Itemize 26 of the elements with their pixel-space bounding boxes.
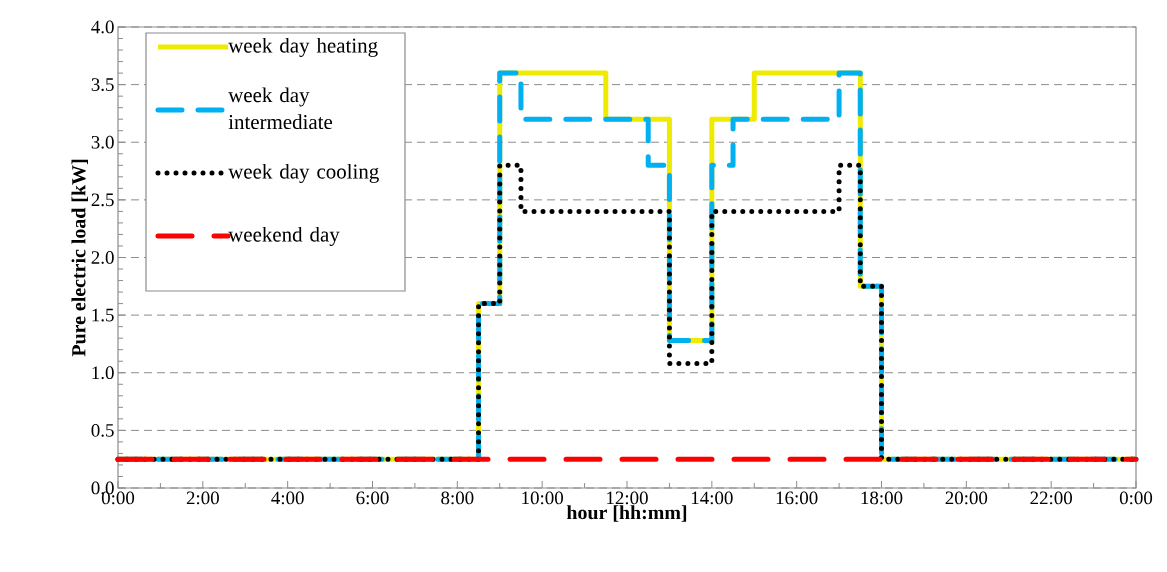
y-tick-label: 4.0 bbox=[91, 20, 114, 34]
x-tick-label: 22:00 bbox=[1030, 491, 1072, 505]
legend-label: weekend day bbox=[228, 226, 340, 246]
y-tick-label: 0.5 bbox=[91, 423, 114, 437]
x-tick-label: 16:00 bbox=[776, 491, 818, 505]
x-tick-label: 10:00 bbox=[522, 491, 563, 505]
legend-label: week day intermediate bbox=[228, 87, 333, 130]
y-tick-label: 2.5 bbox=[91, 193, 114, 207]
x-tick-label: 20:00 bbox=[945, 491, 988, 505]
y-axis-title: Pure electric load [kW] bbox=[71, 159, 88, 357]
legend-label: week day heating bbox=[228, 37, 378, 57]
x-tick-label: 8:00 bbox=[441, 491, 474, 505]
x-tick-label: 14:00 bbox=[691, 491, 733, 505]
x-axis-title: hour [hh:mm] bbox=[566, 505, 687, 522]
x-tick-label: 12:00 bbox=[607, 491, 648, 505]
x-tick-label: 2:00 bbox=[186, 491, 219, 505]
y-tick-label: 3.0 bbox=[91, 135, 114, 149]
y-tick-label: 1.5 bbox=[92, 308, 114, 322]
x-tick-label: 6:00 bbox=[356, 491, 389, 505]
y-tick-label: 3.5 bbox=[91, 78, 114, 92]
x-tick-label: 0:00 bbox=[1119, 491, 1153, 505]
legend-label: week day cooling bbox=[228, 163, 379, 183]
y-tick-label: 2.0 bbox=[91, 251, 114, 264]
x-tick-label: 4:00 bbox=[271, 491, 304, 505]
y-tick-label: 1.0 bbox=[92, 366, 114, 380]
x-tick-label: 18:00 bbox=[861, 491, 903, 505]
